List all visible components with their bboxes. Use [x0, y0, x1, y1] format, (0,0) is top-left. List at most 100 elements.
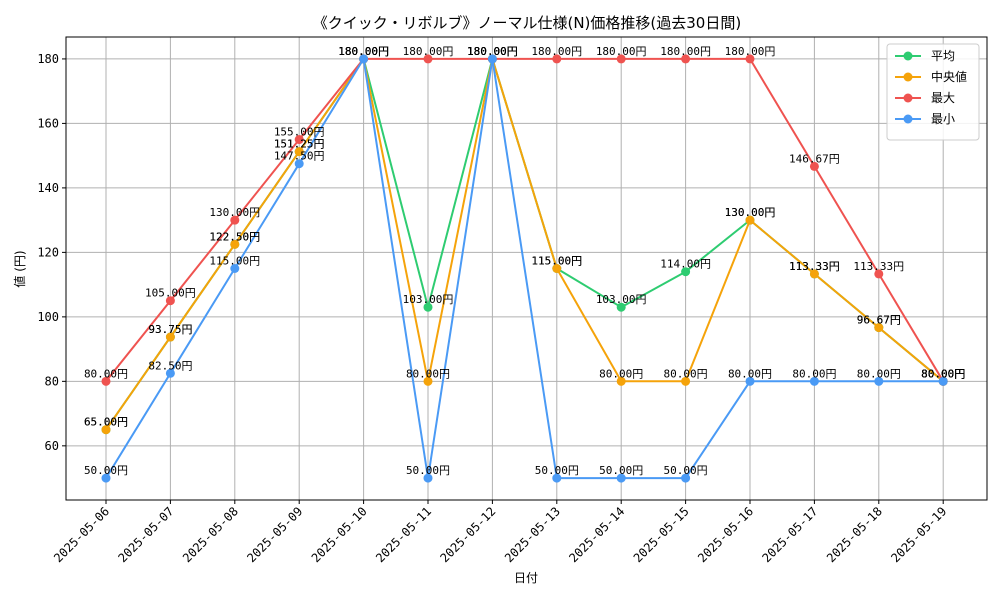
data-label: 50.00円	[535, 464, 579, 477]
y-axis-ticks: 60 80 100 120 140 160 180	[37, 52, 66, 453]
data-point	[230, 215, 240, 225]
data-label: 180.00円	[467, 45, 518, 58]
legend-label: 最大	[931, 91, 955, 105]
data-label: 180.00円	[531, 45, 582, 58]
data-point	[552, 264, 562, 273]
data-label: 180.00円	[467, 45, 518, 58]
data-label: 93.75円	[148, 323, 192, 336]
data-point	[423, 473, 433, 483]
data-point	[165, 368, 175, 378]
data-label: 82.50円	[148, 359, 192, 372]
x-axis-ticks: 2025-05-06 2025-05-07 2025-05-08 2025-05-09…	[51, 500, 949, 565]
data-label: 130.00円	[725, 206, 776, 219]
plot-frame	[65, 36, 988, 501]
data-label: 80.00円	[664, 367, 708, 380]
data-label: 113.33円	[789, 260, 840, 273]
x-tick-label: 2025-05-16	[695, 504, 756, 565]
data-label: 80.00円	[792, 367, 836, 380]
data-label: 180.00円	[467, 45, 518, 58]
data-label: 130.00円	[209, 206, 260, 219]
data-label: 147.50円	[274, 150, 325, 163]
grid	[66, 37, 987, 500]
legend-marker	[903, 51, 913, 61]
data-label: 80.00円	[921, 367, 965, 380]
chart-title: 《クイック・リボルブ》ノーマル仕様(N)価格推移(過去30日間)	[313, 14, 741, 32]
data-point	[423, 54, 433, 64]
data-label: 114.00円	[660, 258, 711, 271]
data-label: 96.67円	[857, 314, 901, 327]
data-point	[487, 54, 497, 64]
data-point	[874, 376, 884, 386]
data-label: 80.00円	[921, 367, 965, 380]
data-point	[809, 376, 819, 386]
y-tick-label: 140	[37, 181, 59, 195]
data-point	[359, 54, 369, 64]
data-point	[165, 296, 175, 306]
data-label: 80.00円	[84, 367, 128, 380]
data-point	[165, 332, 175, 342]
data-label: 180.00円	[338, 45, 389, 58]
data-label: 80.00円	[857, 367, 901, 380]
x-tick-label: 2025-05-06	[51, 504, 112, 565]
data-label: 80.00円	[921, 367, 965, 380]
legend-label: 中央値	[931, 69, 967, 84]
data-label: 115.00円	[531, 255, 582, 268]
data-label: 93.75円	[148, 323, 192, 336]
y-tick-label: 60	[45, 439, 59, 453]
x-tick-label: 2025-05-14	[566, 504, 627, 565]
data-point	[230, 264, 240, 273]
data-point	[423, 302, 433, 312]
data-label: 65.00円	[84, 416, 128, 429]
y-tick-label: 80	[45, 374, 59, 388]
data-label: 50.00円	[664, 464, 708, 477]
legend-label: 平均	[931, 49, 955, 63]
data-point	[101, 376, 111, 386]
x-tick-label: 2025-05-11	[373, 504, 434, 565]
data-label: 180.00円	[403, 45, 454, 58]
data-label: 180.00円	[660, 45, 711, 58]
x-tick-label: 2025-05-09	[244, 504, 305, 565]
data-label: 146.67円	[789, 152, 840, 165]
data-label: 115.00円	[209, 255, 260, 268]
data-point	[552, 54, 562, 64]
series-line	[105, 57, 944, 431]
data-label: 122.50円	[209, 230, 260, 243]
x-tick-label: 2025-05-08	[180, 504, 241, 565]
data-label: 113.33円	[853, 260, 904, 273]
x-tick-label: 2025-05-12	[438, 504, 499, 565]
x-axis-label: 日付	[514, 571, 538, 585]
data-label: 180.00円	[338, 45, 389, 58]
x-tick-label: 2025-05-13	[502, 504, 563, 565]
data-point	[938, 376, 948, 386]
data-label: 180.00円	[467, 45, 518, 58]
data-label: 122.50円	[209, 230, 260, 243]
series-layer	[101, 54, 948, 483]
data-point	[294, 147, 304, 157]
data-point	[423, 376, 433, 386]
data-point	[101, 473, 111, 483]
data-point	[745, 54, 755, 64]
data-point	[616, 302, 626, 312]
series-line	[105, 57, 944, 480]
data-point	[681, 267, 691, 277]
data-label: 80.00円	[921, 367, 965, 380]
x-tick-label: 2025-05-10	[309, 504, 370, 565]
x-tick-label: 2025-05-19	[888, 504, 949, 565]
data-label: 113.33円	[789, 260, 840, 273]
y-tick-label: 120	[37, 245, 59, 259]
data-label: 130.00円	[725, 206, 776, 219]
data-point	[681, 376, 691, 386]
data-label: 80.00円	[599, 367, 643, 380]
data-point	[294, 135, 304, 145]
y-axis-label: 値 (円)	[12, 250, 27, 287]
data-point	[745, 376, 755, 386]
data-label: 65.00円	[84, 416, 128, 429]
data-label: 50.00円	[406, 464, 450, 477]
x-tick-label: 2025-05-07	[116, 504, 177, 565]
data-point	[616, 54, 626, 64]
data-point	[230, 239, 240, 249]
data-label: 50.00円	[84, 464, 128, 477]
y-tick-label: 180	[37, 52, 59, 66]
data-point	[101, 425, 111, 435]
data-point	[681, 473, 691, 483]
